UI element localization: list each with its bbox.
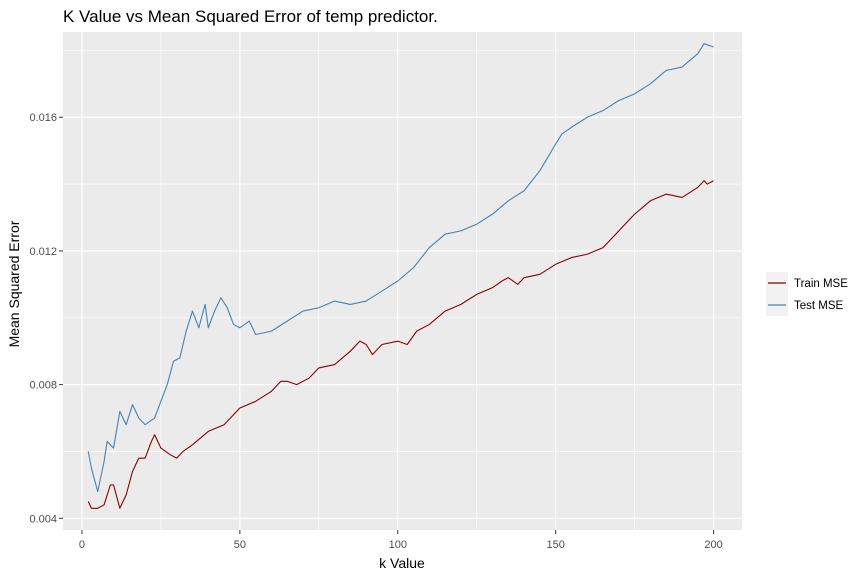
plot-panel [63, 32, 742, 530]
minor-gridlines [63, 32, 742, 530]
y-axis-title: Mean Squared Error [6, 220, 22, 347]
legend-label: Test MSE [794, 300, 844, 312]
x-tick-label: 100 [389, 539, 407, 551]
x-tick-label: 150 [546, 539, 564, 551]
y-tick-label: 0.016 [29, 112, 57, 124]
x-axis-title: k Value [379, 555, 425, 571]
series-line-test-mse [87, 43, 714, 493]
y-tick-label: 0.004 [29, 513, 57, 525]
y-axis: 0.004 0.008 0.012 0.016 [29, 112, 63, 525]
x-tick-label: 0 [79, 539, 85, 551]
series-line-train-mse [87, 180, 714, 509]
legend: Train MSE Test MSE [766, 272, 848, 316]
chart-title: K Value vs Mean Squared Error of temp pr… [63, 7, 438, 26]
series-lines [87, 43, 714, 509]
major-gridlines [63, 32, 742, 530]
y-tick-label: 0.008 [29, 380, 57, 392]
x-tick-label: 200 [704, 539, 722, 551]
x-tick-label: 50 [234, 539, 246, 551]
x-axis: 0 50 100 150 200 [79, 530, 723, 551]
y-tick-label: 0.012 [29, 246, 57, 258]
legend-label: Train MSE [794, 278, 848, 290]
